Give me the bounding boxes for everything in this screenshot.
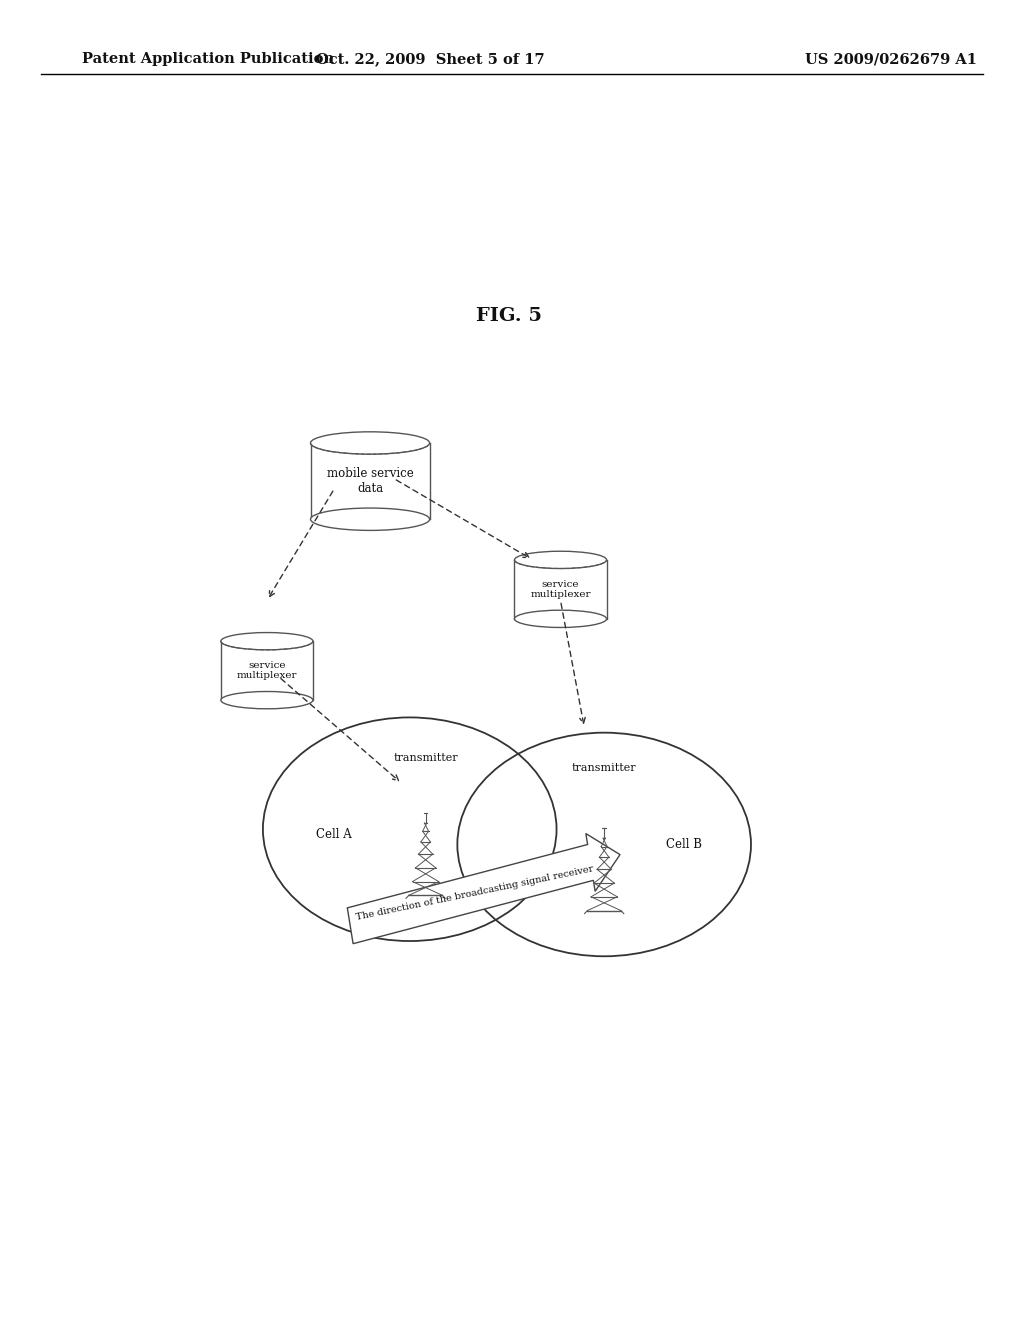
Ellipse shape — [514, 552, 606, 569]
Text: US 2009/0262679 A1: US 2009/0262679 A1 — [805, 53, 977, 66]
Text: Oct. 22, 2009  Sheet 5 of 17: Oct. 22, 2009 Sheet 5 of 17 — [315, 53, 545, 66]
Ellipse shape — [310, 432, 430, 454]
Polygon shape — [310, 444, 430, 519]
Text: service
multiplexer: service multiplexer — [237, 661, 297, 680]
Polygon shape — [221, 642, 313, 700]
Polygon shape — [514, 560, 606, 619]
Text: The direction of the broadcasting signal receiver: The direction of the broadcasting signal… — [354, 865, 594, 921]
Ellipse shape — [514, 610, 606, 627]
Text: transmitter: transmitter — [571, 763, 637, 774]
Text: Cell A: Cell A — [316, 828, 352, 841]
FancyArrow shape — [347, 833, 620, 944]
Ellipse shape — [221, 692, 313, 709]
Text: FIG. 5: FIG. 5 — [476, 308, 542, 325]
Ellipse shape — [310, 508, 430, 531]
Text: service
multiplexer: service multiplexer — [530, 579, 591, 599]
Text: transmitter: transmitter — [393, 754, 458, 763]
Text: Patent Application Publication: Patent Application Publication — [82, 53, 334, 66]
Text: Cell B: Cell B — [666, 838, 701, 851]
Text: mobile service
data: mobile service data — [327, 467, 414, 495]
Ellipse shape — [221, 632, 313, 649]
